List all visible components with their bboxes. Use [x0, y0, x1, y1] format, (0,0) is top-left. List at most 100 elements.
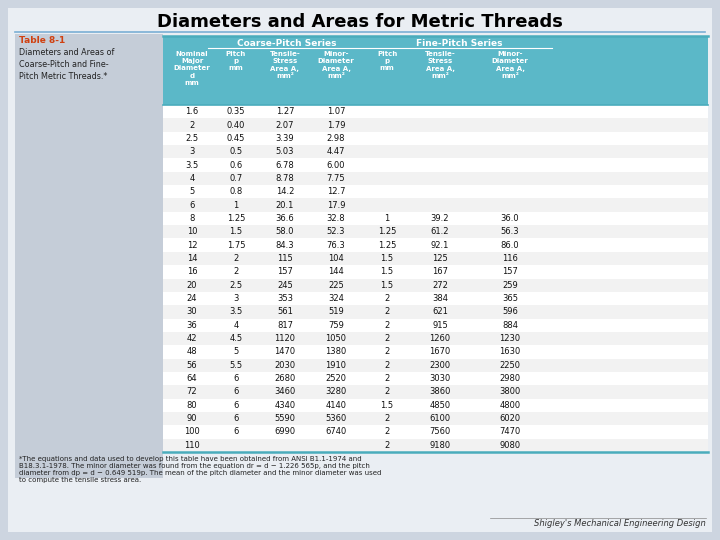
Bar: [163, 372, 708, 385]
Text: 8: 8: [189, 214, 194, 223]
Text: Tensile-
Stress
Area A,
mm²: Tensile- Stress Area A, mm²: [425, 51, 455, 79]
Text: 561: 561: [277, 307, 293, 316]
Text: 2: 2: [384, 387, 390, 396]
Text: 6.00: 6.00: [327, 160, 346, 170]
Text: 58.0: 58.0: [276, 227, 294, 237]
Text: 1.25: 1.25: [378, 227, 396, 237]
Text: 1120: 1120: [274, 334, 295, 343]
Text: 0.6: 0.6: [230, 160, 243, 170]
Text: 10: 10: [186, 227, 197, 237]
Text: 621: 621: [432, 307, 448, 316]
Text: 32.8: 32.8: [327, 214, 346, 223]
Text: 3.5: 3.5: [185, 160, 199, 170]
Text: 6: 6: [233, 414, 239, 423]
Text: 48: 48: [186, 347, 197, 356]
Text: 1470: 1470: [274, 347, 296, 356]
Bar: [163, 225, 708, 239]
Bar: [163, 412, 708, 426]
Text: 1: 1: [384, 214, 390, 223]
Text: 0.8: 0.8: [230, 187, 243, 196]
Text: 157: 157: [277, 267, 293, 276]
Text: 3.39: 3.39: [276, 134, 294, 143]
Text: 2980: 2980: [500, 374, 521, 383]
Text: B18.3.1-1978. The minor diameter was found from the equation dr = d − 1.226 565p: B18.3.1-1978. The minor diameter was fou…: [19, 463, 370, 469]
Bar: [163, 198, 708, 212]
Text: 2.5: 2.5: [230, 281, 243, 289]
Text: Table 8-1: Table 8-1: [19, 36, 66, 45]
Text: 365: 365: [502, 294, 518, 303]
Bar: [163, 265, 708, 279]
Text: 4340: 4340: [274, 401, 296, 410]
Text: 272: 272: [432, 281, 448, 289]
Bar: [163, 158, 708, 172]
Text: 167: 167: [432, 267, 448, 276]
Text: 3030: 3030: [429, 374, 451, 383]
Text: 56: 56: [186, 361, 197, 370]
Bar: [163, 279, 708, 292]
Text: 8.78: 8.78: [276, 174, 294, 183]
Bar: [163, 212, 708, 225]
Text: 3860: 3860: [429, 387, 451, 396]
Text: 16: 16: [186, 267, 197, 276]
Text: 2300: 2300: [429, 361, 451, 370]
Text: 14.2: 14.2: [276, 187, 294, 196]
Text: 3280: 3280: [325, 387, 346, 396]
Text: 3800: 3800: [500, 387, 521, 396]
Text: 64: 64: [186, 374, 197, 383]
Text: 259: 259: [502, 281, 518, 289]
Text: 14: 14: [186, 254, 197, 263]
Text: 1.5: 1.5: [230, 227, 243, 237]
Text: 4.47: 4.47: [327, 147, 346, 156]
Bar: [163, 359, 708, 372]
Bar: [163, 252, 708, 265]
Text: 2680: 2680: [274, 374, 296, 383]
Text: 2: 2: [384, 334, 390, 343]
Text: 2: 2: [384, 294, 390, 303]
Bar: [163, 36, 708, 105]
Text: 20.1: 20.1: [276, 200, 294, 210]
Text: 1.5: 1.5: [380, 401, 394, 410]
Bar: [163, 239, 708, 252]
Text: 6740: 6740: [325, 428, 346, 436]
Text: 90: 90: [186, 414, 197, 423]
FancyBboxPatch shape: [8, 8, 712, 532]
Text: 144: 144: [328, 267, 344, 276]
Bar: [163, 132, 708, 145]
Text: 84.3: 84.3: [276, 241, 294, 249]
Text: 20: 20: [186, 281, 197, 289]
Text: 1380: 1380: [325, 347, 346, 356]
Text: 24: 24: [186, 294, 197, 303]
Text: 5.5: 5.5: [230, 361, 243, 370]
Text: 7470: 7470: [500, 428, 521, 436]
Text: 3: 3: [233, 294, 239, 303]
Text: diameter from dp = d − 0.649 519p. The mean of the pitch diameter and the minor : diameter from dp = d − 0.649 519p. The m…: [19, 470, 382, 476]
Text: to compute the tensile stress area.: to compute the tensile stress area.: [19, 477, 141, 483]
Text: 2: 2: [384, 374, 390, 383]
Text: 5360: 5360: [325, 414, 346, 423]
Text: 7560: 7560: [429, 428, 451, 436]
Bar: [163, 319, 708, 332]
Text: 353: 353: [277, 294, 293, 303]
Text: 104: 104: [328, 254, 344, 263]
Text: Fine-Pitch Series: Fine-Pitch Series: [416, 39, 503, 48]
Bar: [163, 118, 708, 132]
Text: 1670: 1670: [429, 347, 451, 356]
Text: 2: 2: [384, 428, 390, 436]
Text: 2.98: 2.98: [327, 134, 346, 143]
Text: 52.3: 52.3: [327, 227, 346, 237]
Text: Coarse-Pitch Series: Coarse-Pitch Series: [238, 39, 337, 48]
Text: 0.7: 0.7: [230, 174, 243, 183]
Text: Pitch
p
mm: Pitch p mm: [377, 51, 397, 71]
Text: 324: 324: [328, 294, 344, 303]
Text: 759: 759: [328, 321, 344, 330]
Text: 86.0: 86.0: [500, 241, 519, 249]
Text: 384: 384: [432, 294, 448, 303]
Text: Diameters and Areas of
Coarse-Pitch and Fine-
Pitch Metric Threads.*: Diameters and Areas of Coarse-Pitch and …: [19, 48, 114, 80]
Text: 2.5: 2.5: [186, 134, 199, 143]
Text: 225: 225: [328, 281, 344, 289]
Text: 1260: 1260: [429, 334, 451, 343]
Text: 245: 245: [277, 281, 293, 289]
Text: 817: 817: [277, 321, 293, 330]
Text: Nominal
Major
Diameter
d
mm: Nominal Major Diameter d mm: [174, 51, 210, 86]
Text: 6: 6: [233, 428, 239, 436]
